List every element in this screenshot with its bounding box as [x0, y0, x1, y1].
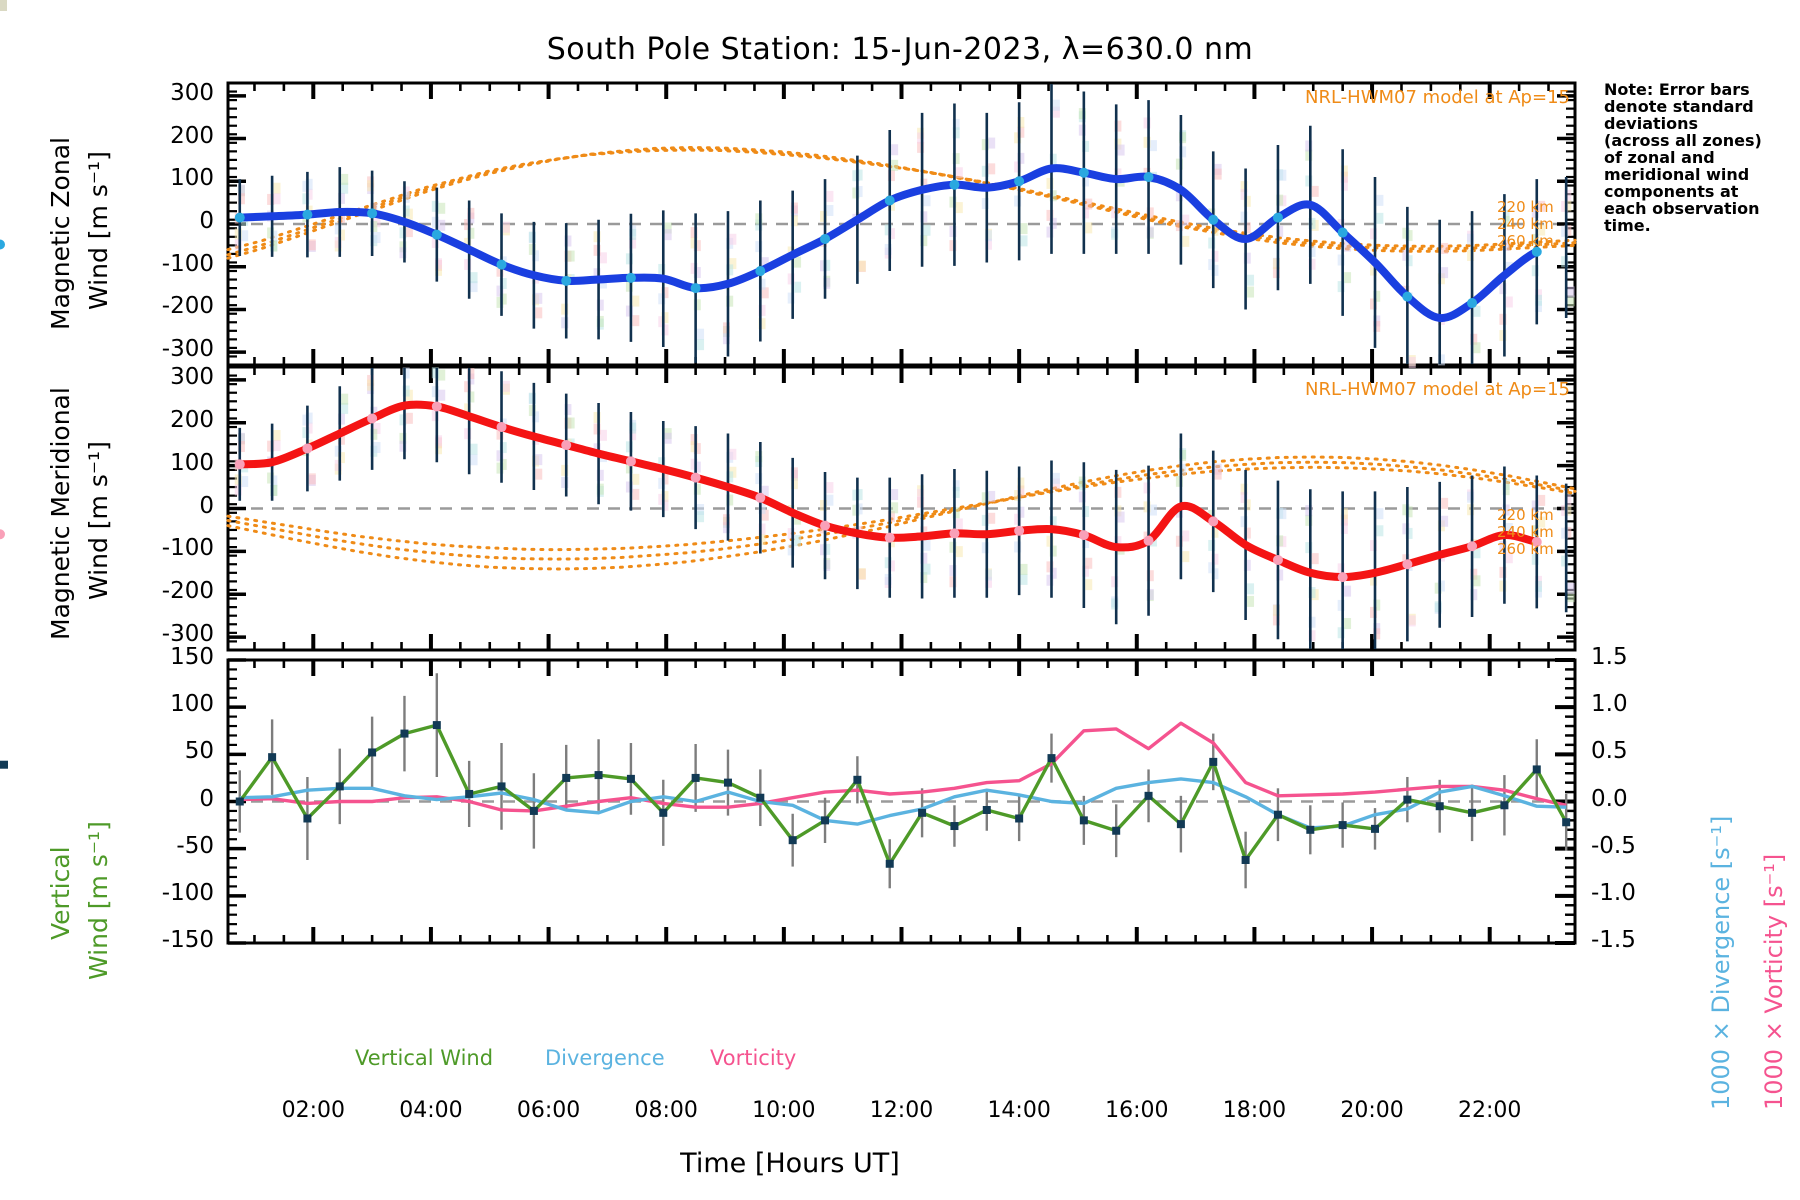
ytick-2--50: -50: [176, 832, 214, 859]
legend-vorticity: Vorticity: [710, 1046, 797, 1070]
right-ytick-2: 0.5: [1591, 738, 1628, 765]
ytick-0-300: 300: [170, 79, 214, 106]
right-ytick-5: -1.0: [1591, 879, 1636, 906]
ytick-2-0: 0: [199, 785, 214, 812]
legend-vertical-wind: Vertical Wind: [355, 1046, 494, 1070]
page-title: South Pole Station: 15-Jun-2023, λ=630.0…: [546, 32, 1254, 67]
ytick-1-0: 0: [199, 492, 214, 519]
ytick-1-100: 100: [170, 449, 214, 476]
xtick-06:00: 06:00: [516, 1098, 581, 1123]
xtick-12:00: 12:00: [869, 1098, 934, 1123]
panel2-alt-240: 240 km: [1497, 523, 1554, 541]
panel1-model-label: NRL-HWM07 model at Ap=15: [1305, 87, 1570, 108]
right-ytick-0: 1.5: [1591, 644, 1628, 670]
ytick-1--100: -100: [161, 535, 214, 562]
ytick-0-100: 100: [170, 165, 214, 192]
right-ytick-4: -0.5: [1591, 832, 1636, 859]
xtick-08:00: 08:00: [634, 1098, 698, 1123]
ytick-1--300: -300: [161, 621, 214, 648]
panel2-model-label: NRL-HWM07 model at Ap=15: [1305, 379, 1570, 400]
legend-divergence: Divergence: [545, 1046, 665, 1070]
ytick-1-200: 200: [170, 406, 214, 433]
ytick-1--200: -200: [161, 578, 214, 605]
note-text: Note: Error bars denote standard deviati…: [1604, 80, 1762, 235]
xtick-18:00: 18:00: [1222, 1098, 1287, 1123]
ytick-2-150: 150: [170, 644, 214, 670]
ytick-0-0: 0: [199, 208, 214, 234]
xtick-20:00: 20:00: [1340, 1098, 1404, 1123]
xtick-02:00: 02:00: [281, 1098, 345, 1123]
ytick-1-300: 300: [170, 363, 214, 390]
panel2-alt-260: 260 km: [1497, 540, 1554, 558]
ytick-2-100: 100: [170, 691, 214, 718]
xtick-16:00: 16:00: [1105, 1098, 1169, 1123]
ytick-2--100: -100: [161, 879, 214, 906]
panel2-alt-220: 220 km: [1497, 506, 1554, 524]
panel1-alt-220: 220 km: [1497, 198, 1554, 216]
right-ytick-6: -1.5: [1591, 927, 1636, 953]
right-ytick-1: 1.0: [1591, 691, 1628, 718]
ytick-0--100: -100: [161, 250, 214, 277]
xtick-22:00: 22:00: [1458, 1098, 1522, 1123]
ytick-0-200: 200: [170, 122, 214, 149]
xaxis-label: Time [Hours UT]: [680, 1148, 900, 1179]
ytick-2--150: -150: [161, 927, 214, 953]
ytick-2-50: 50: [184, 738, 214, 765]
panel1-alt-240: 240 km: [1497, 215, 1554, 233]
xtick-10:00: 10:00: [752, 1098, 816, 1123]
xtick-14:00: 14:00: [987, 1098, 1051, 1123]
ytick-0--200: -200: [161, 293, 214, 320]
panel1-alt-260: 260 km: [1497, 232, 1554, 250]
ytick-0--300: -300: [161, 336, 214, 363]
right-ytick-3: 0.0: [1591, 785, 1628, 812]
xtick-04:00: 04:00: [399, 1098, 463, 1123]
